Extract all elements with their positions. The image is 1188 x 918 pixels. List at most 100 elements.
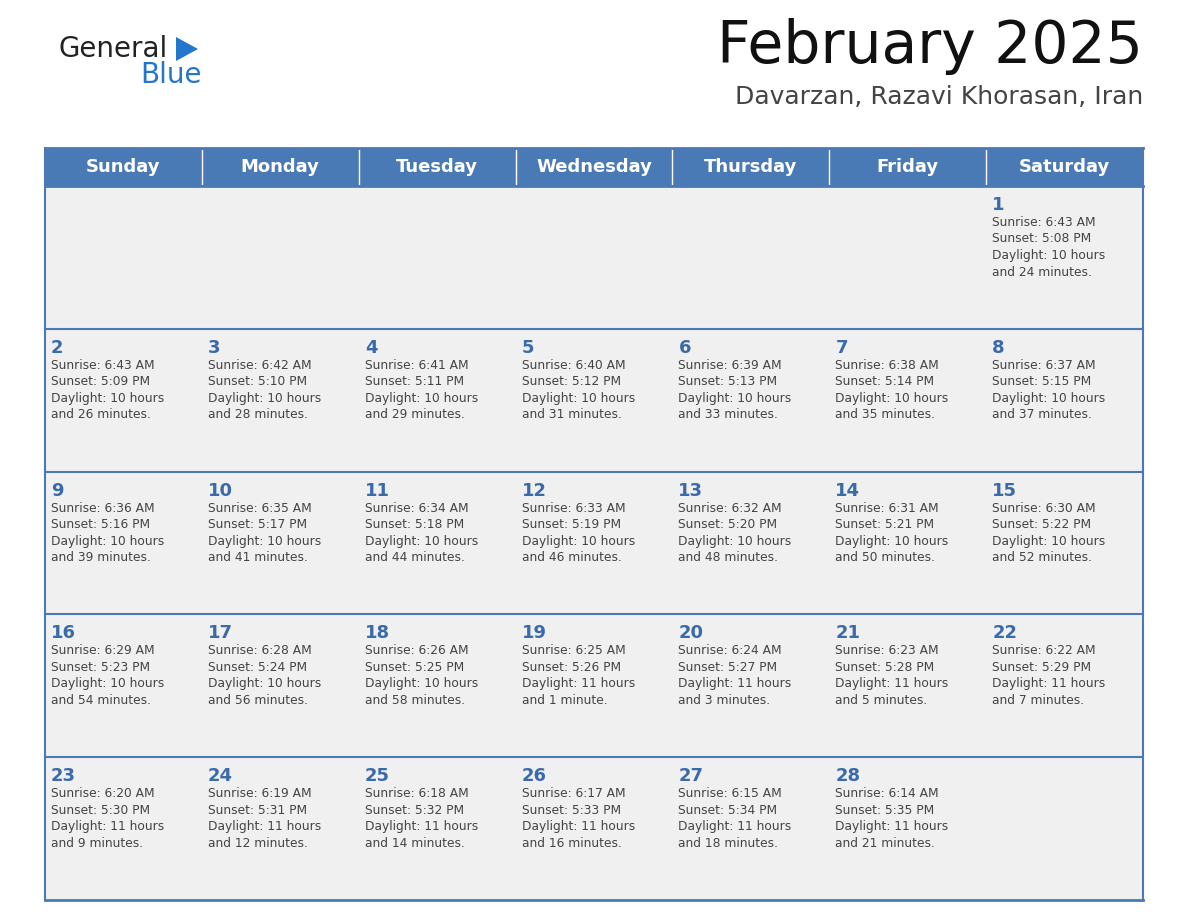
Text: Sunset: 5:22 PM: Sunset: 5:22 PM [992, 518, 1092, 532]
Text: and 28 minutes.: and 28 minutes. [208, 409, 308, 421]
Text: Sunset: 5:27 PM: Sunset: 5:27 PM [678, 661, 778, 674]
Bar [202, 148, 359, 186]
Text: 21: 21 [835, 624, 860, 643]
Text: Sunrise: 6:20 AM: Sunrise: 6:20 AM [51, 788, 154, 800]
Text: Daylight: 10 hours: Daylight: 10 hours [51, 534, 164, 548]
Text: Sunrise: 6:30 AM: Sunrise: 6:30 AM [992, 501, 1095, 515]
Text: Sunrise: 6:28 AM: Sunrise: 6:28 AM [208, 644, 311, 657]
Text: Daylight: 10 hours: Daylight: 10 hours [365, 392, 478, 405]
Text: and 7 minutes.: and 7 minutes. [992, 694, 1085, 707]
Text: Sunset: 5:09 PM: Sunset: 5:09 PM [51, 375, 150, 388]
Text: Sunrise: 6:22 AM: Sunrise: 6:22 AM [992, 644, 1095, 657]
Text: and 29 minutes.: and 29 minutes. [365, 409, 465, 421]
Text: Daylight: 10 hours: Daylight: 10 hours [208, 534, 321, 548]
Text: Sunset: 5:29 PM: Sunset: 5:29 PM [992, 661, 1092, 674]
Text: Sunrise: 6:15 AM: Sunrise: 6:15 AM [678, 788, 782, 800]
Text: Daylight: 10 hours: Daylight: 10 hours [835, 392, 948, 405]
Text: 17: 17 [208, 624, 233, 643]
Text: 25: 25 [365, 767, 390, 785]
Text: Sunset: 5:33 PM: Sunset: 5:33 PM [522, 803, 620, 817]
Text: Daylight: 10 hours: Daylight: 10 hours [835, 534, 948, 548]
Text: 4: 4 [365, 339, 378, 357]
Text: Sunrise: 6:34 AM: Sunrise: 6:34 AM [365, 501, 468, 515]
Text: Blue: Blue [140, 61, 202, 89]
Text: Daylight: 10 hours: Daylight: 10 hours [51, 392, 164, 405]
Text: 11: 11 [365, 482, 390, 499]
Text: Daylight: 11 hours: Daylight: 11 hours [835, 677, 948, 690]
Text: Wednesday: Wednesday [536, 158, 652, 176]
Text: Sunrise: 6:37 AM: Sunrise: 6:37 AM [992, 359, 1095, 372]
Text: Daylight: 11 hours: Daylight: 11 hours [51, 820, 164, 834]
Text: 24: 24 [208, 767, 233, 785]
Text: Sunset: 5:17 PM: Sunset: 5:17 PM [208, 518, 307, 532]
Text: and 39 minutes.: and 39 minutes. [51, 551, 151, 564]
Bar [45, 186, 1143, 329]
Text: and 37 minutes.: and 37 minutes. [992, 409, 1092, 421]
Text: 3: 3 [208, 339, 220, 357]
Text: Daylight: 10 hours: Daylight: 10 hours [992, 392, 1105, 405]
Bar [45, 757, 1143, 900]
Text: Sunset: 5:35 PM: Sunset: 5:35 PM [835, 803, 935, 817]
Text: Daylight: 10 hours: Daylight: 10 hours [678, 392, 791, 405]
Text: Daylight: 10 hours: Daylight: 10 hours [365, 677, 478, 690]
Text: and 44 minutes.: and 44 minutes. [365, 551, 465, 564]
Text: Sunrise: 6:32 AM: Sunrise: 6:32 AM [678, 501, 782, 515]
Text: Sunset: 5:18 PM: Sunset: 5:18 PM [365, 518, 465, 532]
Polygon shape [176, 37, 198, 61]
Text: Sunset: 5:24 PM: Sunset: 5:24 PM [208, 661, 307, 674]
Text: and 41 minutes.: and 41 minutes. [208, 551, 308, 564]
Text: 22: 22 [992, 624, 1017, 643]
Text: Daylight: 11 hours: Daylight: 11 hours [208, 820, 321, 834]
Text: Daylight: 10 hours: Daylight: 10 hours [208, 392, 321, 405]
Text: Sunset: 5:25 PM: Sunset: 5:25 PM [365, 661, 465, 674]
Bar [672, 148, 829, 186]
Text: Sunset: 5:11 PM: Sunset: 5:11 PM [365, 375, 463, 388]
Text: 14: 14 [835, 482, 860, 499]
Bar [45, 329, 1143, 472]
Text: Sunset: 5:30 PM: Sunset: 5:30 PM [51, 803, 150, 817]
Text: 9: 9 [51, 482, 63, 499]
Text: and 5 minutes.: and 5 minutes. [835, 694, 928, 707]
Text: 10: 10 [208, 482, 233, 499]
Text: 8: 8 [992, 339, 1005, 357]
Text: Sunrise: 6:43 AM: Sunrise: 6:43 AM [51, 359, 154, 372]
Text: Sunset: 5:08 PM: Sunset: 5:08 PM [992, 232, 1092, 245]
Text: Sunset: 5:21 PM: Sunset: 5:21 PM [835, 518, 935, 532]
Text: Sunrise: 6:29 AM: Sunrise: 6:29 AM [51, 644, 154, 657]
Bar [45, 614, 1143, 757]
Bar [359, 148, 516, 186]
Text: Thursday: Thursday [704, 158, 797, 176]
Text: and 21 minutes.: and 21 minutes. [835, 836, 935, 850]
Text: Sunrise: 6:31 AM: Sunrise: 6:31 AM [835, 501, 939, 515]
Bar [829, 148, 986, 186]
Text: 23: 23 [51, 767, 76, 785]
Bar [986, 148, 1143, 186]
Text: 26: 26 [522, 767, 546, 785]
Text: 20: 20 [678, 624, 703, 643]
Bar [516, 148, 672, 186]
Text: Sunrise: 6:36 AM: Sunrise: 6:36 AM [51, 501, 154, 515]
Text: and 54 minutes.: and 54 minutes. [51, 694, 151, 707]
Text: and 58 minutes.: and 58 minutes. [365, 694, 465, 707]
Text: Sunrise: 6:41 AM: Sunrise: 6:41 AM [365, 359, 468, 372]
Text: and 52 minutes.: and 52 minutes. [992, 551, 1092, 564]
Text: Daylight: 10 hours: Daylight: 10 hours [992, 249, 1105, 262]
Text: 12: 12 [522, 482, 546, 499]
Text: Sunset: 5:20 PM: Sunset: 5:20 PM [678, 518, 778, 532]
Text: Daylight: 10 hours: Daylight: 10 hours [365, 534, 478, 548]
Text: Daylight: 11 hours: Daylight: 11 hours [365, 820, 478, 834]
Text: Sunrise: 6:23 AM: Sunrise: 6:23 AM [835, 644, 939, 657]
Text: Sunrise: 6:33 AM: Sunrise: 6:33 AM [522, 501, 625, 515]
Text: 19: 19 [522, 624, 546, 643]
Text: 7: 7 [835, 339, 848, 357]
Text: and 31 minutes.: and 31 minutes. [522, 409, 621, 421]
Text: Sunset: 5:15 PM: Sunset: 5:15 PM [992, 375, 1092, 388]
Text: Sunday: Sunday [87, 158, 160, 176]
Text: February 2025: February 2025 [718, 18, 1143, 75]
Text: and 18 minutes.: and 18 minutes. [678, 836, 778, 850]
Text: Sunrise: 6:35 AM: Sunrise: 6:35 AM [208, 501, 311, 515]
Text: 1: 1 [992, 196, 1005, 214]
Text: Sunset: 5:10 PM: Sunset: 5:10 PM [208, 375, 307, 388]
Text: Daylight: 11 hours: Daylight: 11 hours [522, 820, 634, 834]
Text: Sunset: 5:34 PM: Sunset: 5:34 PM [678, 803, 778, 817]
